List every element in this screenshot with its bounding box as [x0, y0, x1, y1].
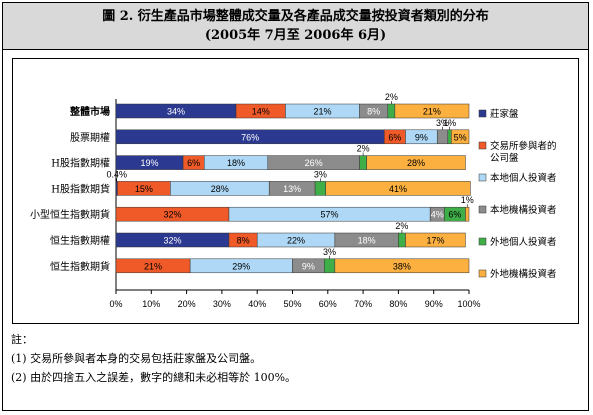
- x-tick-label: 90%: [425, 299, 443, 309]
- legend-label: 本地機構投資者: [490, 204, 557, 216]
- notes: 註： (1) 交易所參與者本身的交易包括莊家盤及公司盤。 (2) 由於四捨五入之…: [11, 330, 296, 387]
- data-label: 26%: [305, 158, 323, 168]
- bar-segment: [359, 155, 367, 170]
- data-label: 4%: [431, 210, 444, 220]
- figure-frame: 圖 2. 衍生產品市場整體成交量及各產品成交量按投資者類別的分布 (2005年 …: [2, 2, 589, 411]
- data-label: 3%: [323, 247, 336, 257]
- x-tick-label: 0%: [109, 299, 122, 309]
- note-2: (2) 由於四捨五入之誤差，數字的總和未必相等於 100%。: [11, 371, 297, 384]
- legend-label-cont: 公司盤: [490, 152, 519, 164]
- data-label: 2%: [395, 221, 408, 231]
- data-label: 13%: [283, 184, 301, 194]
- bar-segment: [314, 181, 326, 196]
- chart-title: 圖 2. 衍生產品市場整體成交量及各產品成交量按投資者類別的分布: [102, 9, 489, 24]
- x-tick-label: 40%: [248, 299, 266, 309]
- data-label: 8%: [237, 236, 250, 246]
- data-label: 76%: [241, 132, 259, 142]
- data-label: 41%: [389, 184, 407, 194]
- bar-segment: [398, 232, 406, 248]
- legend-label: 外地個人投資者: [490, 236, 557, 248]
- bar-segment: [447, 129, 452, 145]
- legend-label: 外地機構投資者: [490, 268, 557, 280]
- legend-swatch: [478, 237, 487, 246]
- bar-segment: [394, 103, 470, 119]
- category-label: 恒生指數期權: [50, 234, 110, 247]
- x-tick-label: 80%: [389, 299, 407, 309]
- data-label: 8%: [367, 107, 380, 117]
- category-label: H股指數期貨: [51, 182, 110, 195]
- x-tick-label: 50%: [283, 299, 301, 309]
- data-label: 2%: [357, 144, 370, 154]
- x-tick-label: 30%: [213, 299, 231, 309]
- data-label: 21%: [313, 107, 331, 117]
- legend-swatch: [478, 109, 487, 118]
- data-label: 6%: [388, 132, 401, 142]
- data-label: 21%: [423, 107, 441, 117]
- data-label: 28%: [407, 158, 425, 168]
- data-label: 38%: [393, 261, 411, 271]
- legend-swatch: [478, 205, 487, 214]
- chart-subtitle: (2005年 7月至 2006年 6月): [204, 28, 387, 43]
- bar-segment: [366, 155, 466, 170]
- bar-segment: [324, 258, 336, 274]
- data-label: 34%: [167, 107, 185, 117]
- data-label: 28%: [211, 184, 229, 194]
- x-tick-label: 10%: [142, 299, 160, 309]
- data-label: 32%: [163, 210, 181, 220]
- data-label: 18%: [358, 236, 376, 246]
- category-label: 整體市場: [69, 105, 110, 118]
- category-label: 恒生指數期貨: [50, 260, 110, 273]
- data-label: 6%: [448, 210, 461, 220]
- data-label: 17%: [426, 236, 444, 246]
- category-label: 小型恒生指數期貨: [30, 208, 110, 221]
- x-tick-label: 20%: [178, 299, 196, 309]
- data-label: 3%: [436, 118, 449, 128]
- bar-segment: [436, 129, 449, 145]
- data-label: 57%: [321, 210, 339, 220]
- data-label: 9%: [415, 132, 428, 142]
- data-label: 15%: [135, 184, 153, 194]
- legend-swatch: [478, 141, 487, 150]
- data-label: 14%: [252, 107, 270, 117]
- bar-segment: [325, 181, 471, 196]
- data-label: 1%: [443, 118, 456, 128]
- stacked-bar-chart: 0% 10% 20% 30% 40% 50% 60% 70% 80% 90% 100% 整體市場 34%…: [30, 92, 557, 309]
- data-label: 3%: [314, 169, 327, 179]
- bar-segment: [451, 129, 470, 145]
- data-label: 21%: [144, 261, 162, 271]
- legend-swatch: [478, 173, 487, 182]
- note-1: (1) 交易所參與者本身的交易包括莊家盤及公司盤。: [11, 352, 262, 365]
- category-label: H股指數期權: [51, 157, 110, 170]
- data-label: 19%: [141, 158, 159, 168]
- notes-heading: 註：: [11, 333, 33, 346]
- bar-segment: [465, 206, 470, 222]
- category-label: 股票期權: [70, 131, 110, 144]
- data-label: 18%: [227, 158, 245, 168]
- legend-label: 交易所參與者的: [490, 140, 557, 152]
- x-tick-label: 100%: [457, 299, 480, 309]
- data-label: 22%: [287, 236, 305, 246]
- data-label: 6%: [187, 158, 200, 168]
- legend-swatch: [478, 269, 487, 278]
- data-label: 0.4%: [106, 169, 127, 179]
- x-tick-label: 60%: [319, 299, 337, 309]
- data-label: 9%: [302, 261, 315, 271]
- title-band: 圖 2. 衍生產品市場整體成交量及各產品成交量按投資者類別的分布 (2005年 …: [3, 3, 588, 50]
- legend-label: 莊家盤: [490, 108, 519, 120]
- data-label: 2%: [385, 92, 398, 102]
- data-label: 32%: [163, 236, 181, 246]
- data-label: 29%: [232, 261, 250, 271]
- data-label: 5%: [454, 132, 467, 142]
- chart-area: 0% 10% 20% 30% 40% 50% 60% 70% 80% 90% 100% 整體市場 34%…: [12, 58, 579, 324]
- bar-segment: [334, 258, 470, 274]
- legend-label: 本地個人投資者: [490, 172, 557, 184]
- data-label: 1%: [461, 195, 474, 205]
- bar-segment: [387, 103, 396, 119]
- bar-segment: [405, 232, 466, 248]
- x-tick-label: 70%: [354, 299, 372, 309]
